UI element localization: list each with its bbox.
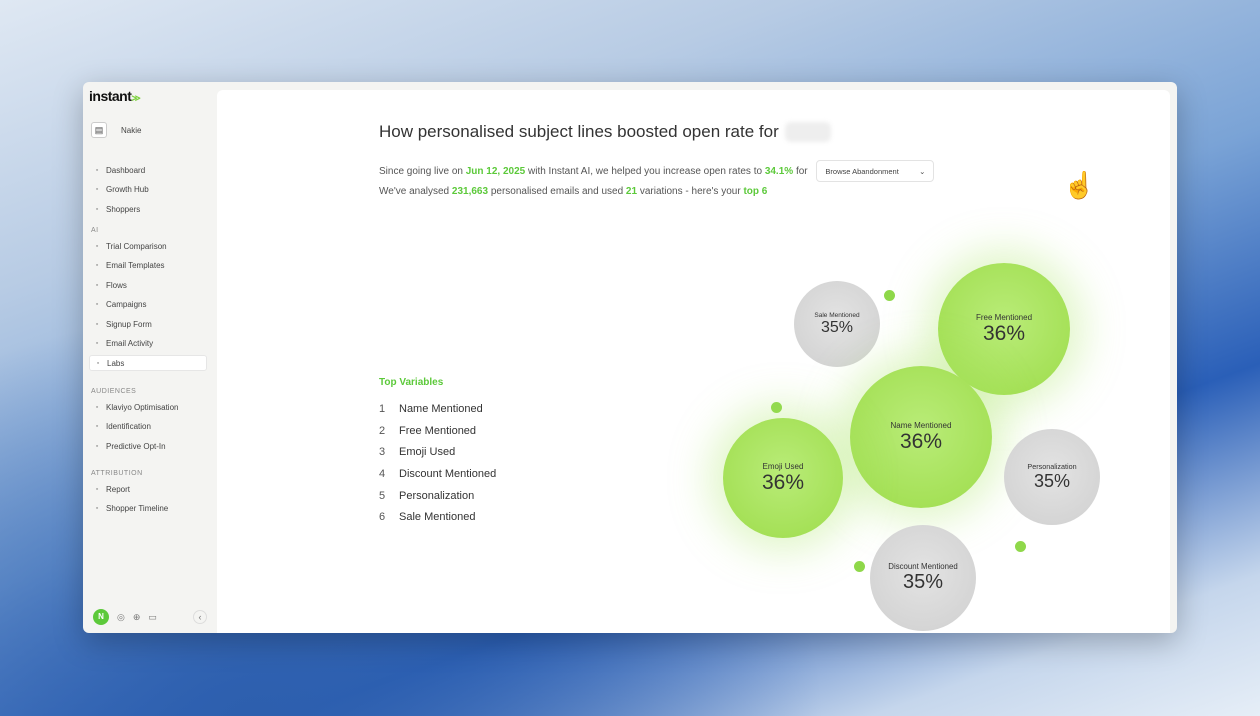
redacted-store-name xyxy=(784,122,831,142)
rank: 3 xyxy=(379,446,386,459)
rank: 5 xyxy=(379,489,386,502)
template-icon: ▫ xyxy=(95,262,99,269)
list-item: 5 Personalization xyxy=(379,490,496,512)
monitor-icon: ▫ xyxy=(95,186,99,193)
logo[interactable]: instant≫ xyxy=(89,88,141,104)
rank: 4 xyxy=(379,468,386,481)
page-title: How personalised subject lines boosted o… xyxy=(379,122,831,142)
sidebar-item-shoppers[interactable]: ▫ Shoppers xyxy=(89,201,207,217)
decorative-dot xyxy=(854,561,865,572)
flask-icon: ▫ xyxy=(96,359,100,367)
list-item: 2 Free Mentioned xyxy=(379,425,496,447)
sidebar-item-email-templates[interactable]: ▫ Email Templates xyxy=(89,258,207,274)
bubble[interactable]: Personalization 35% xyxy=(1004,429,1100,525)
sidebar-item-dashboard[interactable]: ▫ Dashboard xyxy=(89,162,207,178)
list-item: 3 Emoji Used xyxy=(379,446,496,468)
analysis-line: We've analysed 231,663 personalised emai… xyxy=(379,186,768,197)
app-window: instant≫ ▤ Nakie ▫ Dashboard ▫ Growth Hub ▫ Sh… xyxy=(83,82,1177,633)
bubble[interactable]: Free Mentioned 36% xyxy=(938,263,1070,395)
sidebar-item-email-activity[interactable]: ▫ Email Activity xyxy=(89,336,207,352)
rank: 6 xyxy=(379,511,386,524)
decorative-dot xyxy=(884,290,895,301)
user-avatar[interactable]: N xyxy=(93,609,109,625)
activity-icon: ▫ xyxy=(95,340,99,347)
list-item: 1 Name Mentioned xyxy=(379,403,496,425)
top-variables-list: 1 Name Mentioned 2 Free Mentioned 3 Emoji Use… xyxy=(379,403,496,533)
bubble[interactable]: Emoji Used 36% xyxy=(723,418,843,538)
sidebar-item-report[interactable]: ▫ Report xyxy=(89,481,207,497)
sidebar-item-labs[interactable]: ▫ Labs xyxy=(89,355,207,371)
bubble[interactable]: Sale Mentioned 35% xyxy=(794,281,880,367)
bubble[interactable]: Discount Mentioned 35% xyxy=(870,525,976,631)
sidebar-item-identification[interactable]: ▫ Identification xyxy=(89,419,207,435)
globe-icon[interactable]: ⊕ xyxy=(132,611,141,622)
fingerprint-icon: ▫ xyxy=(95,423,99,430)
chart-icon: ▫ xyxy=(95,166,99,174)
sidebar-item-klaviyo-optimisation[interactable]: ▫ Klaviyo Optimisation xyxy=(89,399,207,415)
chevron-down-icon: ⌄ xyxy=(919,166,926,176)
list-item: 4 Discount Mentioned xyxy=(379,468,496,490)
sidebar-item-flows[interactable]: ▫ Flows xyxy=(89,277,207,293)
store-selector[interactable]: ▤ Nakie xyxy=(91,122,141,138)
edit-icon: ▫ xyxy=(95,320,99,328)
collapse-sidebar-button[interactable]: ‹ xyxy=(193,610,207,624)
store-icon: ▤ xyxy=(91,122,107,138)
report-icon: ▫ xyxy=(95,485,99,493)
section-label: AUDIENCES xyxy=(91,388,137,395)
briefcase-icon[interactable]: ▭ xyxy=(148,611,157,622)
section-label: ATTRIBUTION xyxy=(91,470,143,477)
sidebar-item-signup-form[interactable]: ▫ Signup Form xyxy=(89,316,207,332)
decorative-dot xyxy=(771,402,782,413)
summary-line: Since going live on Jun 12, 2025 with In… xyxy=(379,160,935,182)
sparkle-icon: ▫ xyxy=(95,442,99,450)
top-variables-heading: Top Variables xyxy=(379,377,444,388)
rank: 2 xyxy=(379,424,386,437)
sidebar-item-growth-hub[interactable]: ▫ Growth Hub xyxy=(89,182,207,198)
main-panel: How personalised subject lines boosted o… xyxy=(217,90,1170,633)
decorative-dot xyxy=(1015,541,1026,552)
users-icon: ▫ xyxy=(95,205,99,213)
bubble[interactable]: Name Mentioned 36% xyxy=(850,366,992,508)
section-label: AI xyxy=(91,227,99,234)
hand-cursor-icon: ☝ xyxy=(1063,170,1096,200)
clock-icon: ▫ xyxy=(95,505,99,512)
list-item: 6 Sale Mentioned xyxy=(379,511,496,533)
wave-icon: ▫ xyxy=(95,403,99,411)
flow-dropdown[interactable]: Browse Abandonment ⌄ xyxy=(816,160,935,182)
settings-icon[interactable]: ◎ xyxy=(117,611,125,622)
sidebar-item-campaigns[interactable]: ▫ Campaigns xyxy=(89,297,207,313)
rank: 1 xyxy=(379,403,386,415)
mail-icon: ▫ xyxy=(95,301,99,308)
flow-icon: ▫ xyxy=(95,281,99,289)
sidebar-footer: N ◎ ⊕ ▭ ‹ xyxy=(89,607,207,627)
sidebar-item-shopper-timeline[interactable]: ▫ Shopper Timeline xyxy=(89,501,207,517)
sidebar-item-trial-comparison[interactable]: ▫ Trial Comparison xyxy=(89,238,207,254)
sidebar: instant≫ ▤ Nakie ▫ Dashboard ▫ Growth Hub ▫ Sh… xyxy=(83,82,216,633)
sidebar-item-predictive-opt-in[interactable]: ▫ Predictive Opt-In xyxy=(89,438,207,454)
scale-icon: ▫ xyxy=(95,242,99,250)
